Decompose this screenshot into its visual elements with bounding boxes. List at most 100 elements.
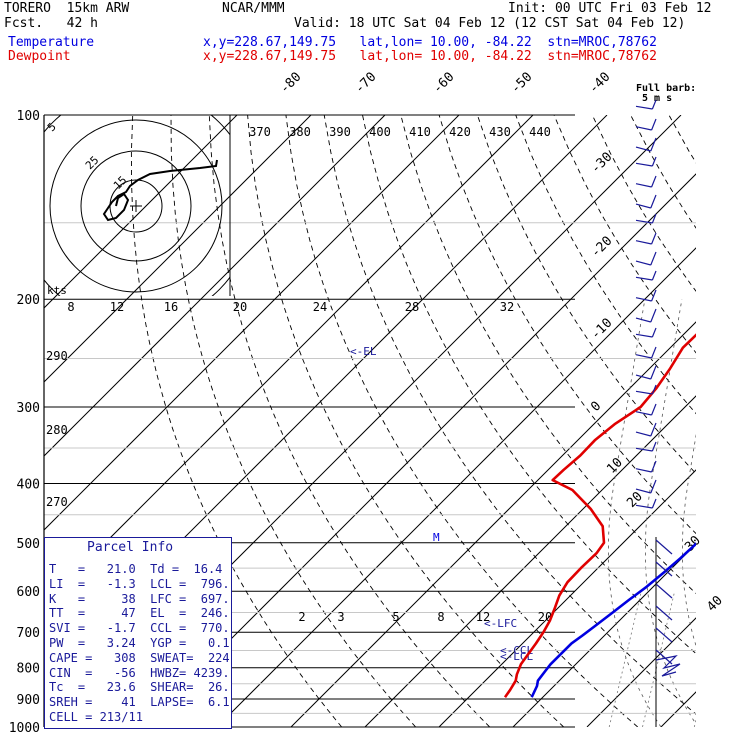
dry-adiabat-line	[515, 115, 696, 415]
wind-barb	[635, 203, 651, 209]
pressure-label: 600	[17, 585, 40, 600]
moist-adiabat-line	[645, 299, 696, 725]
wind-barb	[650, 137, 657, 152]
moist-adiabat-line	[608, 299, 662, 727]
hodograph-speed-label: 28	[405, 300, 419, 314]
valid-time: Valid: 18 UTC Sat 04 Feb 12 (12 CST Sat …	[294, 16, 686, 31]
parcel-info-row: CELL = 213/11	[49, 710, 143, 724]
wind-barb	[651, 460, 657, 473]
wind-barb	[651, 156, 657, 167]
wind-barb	[651, 327, 657, 338]
isotherm-line	[44, 115, 312, 383]
wind-barb	[651, 384, 657, 395]
parcel-info-row: K = 38 LFC = 697.	[49, 591, 230, 606]
wind-barb	[635, 374, 651, 380]
isotherm-label: -10	[588, 316, 615, 343]
wind-barb	[651, 270, 657, 281]
parcel-info-title: Parcel Info	[87, 540, 174, 555]
wind-barb	[635, 240, 652, 245]
isotherm-label: 30	[682, 533, 704, 555]
isotherm-line	[44, 115, 238, 309]
mixing-ratio-label: 8	[437, 610, 444, 624]
hodograph-trace	[102, 159, 218, 222]
temperature-legend: Temperature	[8, 35, 95, 50]
theta-label: 410	[409, 125, 431, 139]
hodograph-unit-label: kts	[47, 284, 67, 297]
isotherm-label: 0	[588, 399, 604, 415]
isotherm-label: 40	[704, 593, 726, 615]
pressure-label: 800	[17, 662, 40, 677]
wind-barb	[635, 431, 651, 437]
isotherm-line	[216, 247, 696, 727]
isotherm-line	[364, 395, 696, 727]
pressure-label: 100	[17, 109, 40, 124]
hodograph-ring	[80, 150, 192, 262]
wind-barb	[651, 498, 657, 509]
wind-barb	[650, 251, 657, 266]
parcel-info-row: Tc = 23.6 SHEAR= 26.	[49, 680, 230, 695]
wind-barb	[635, 297, 652, 302]
wind-barb	[655, 649, 673, 665]
forecast-hour: Fcst. 42 h	[4, 16, 98, 31]
wind-barb-label: Full barb:	[636, 83, 697, 94]
temperature-location: x,y=228.67,149.75 lat,lon= 10.00, -84.22…	[203, 35, 657, 50]
wind-barb	[635, 390, 653, 395]
isotherm-label: 20	[624, 489, 646, 511]
wind-barb	[651, 346, 657, 359]
theta-label: 380	[289, 125, 311, 139]
wind-barb	[651, 232, 657, 245]
hodograph-speed-label: 32	[500, 300, 514, 314]
wind-barb	[635, 411, 652, 416]
isotherm-line	[44, 115, 460, 531]
wind-barb-cluster	[655, 655, 681, 677]
wind-barb	[635, 105, 653, 110]
pressure-label: 500	[17, 537, 40, 552]
dry-adiabat-line	[591, 115, 696, 292]
annotation-label: <-LFC	[484, 617, 517, 630]
wind-barb	[650, 308, 657, 323]
parcel-info-row: PW = 3.24 YGP = 0.1	[49, 636, 230, 650]
temperature-line	[530, 542, 696, 698]
wind-barb	[635, 126, 652, 131]
isotherm-line	[735, 115, 740, 727]
wind-barb	[651, 213, 657, 224]
isotherm-line	[438, 469, 696, 727]
model-title: TORERO 15km ARW	[4, 1, 130, 16]
wind-barb	[635, 260, 651, 266]
wind-barb	[635, 333, 653, 338]
wind-barb	[635, 162, 653, 167]
theta-label: 370	[249, 125, 271, 139]
dewpoint-location: x,y=228.67,149.75 lat,lon= 10.00, -84.22…	[203, 49, 657, 64]
parcel-info-row: CAPE = 308 SWEAT= 224	[49, 650, 230, 665]
wind-barb	[635, 219, 653, 224]
wind-barb	[635, 504, 653, 509]
dry-adiabat-label: 280	[46, 423, 68, 437]
wind-barb	[650, 422, 657, 437]
isotherm-line	[586, 617, 696, 727]
pressure-label: 300	[17, 401, 40, 416]
parcel-info-row: CIN = -56 HWBZ= 4239.	[49, 665, 230, 680]
isotherm-label: 10	[604, 455, 626, 477]
wind-barb	[655, 605, 673, 621]
parcel-info-row: TT = 47 EL = 246.	[49, 606, 230, 621]
wind-barb	[635, 146, 651, 152]
wind-barb	[635, 276, 653, 281]
wind-barb	[650, 479, 657, 494]
dry-adiabat-line	[208, 115, 491, 727]
hodograph-ring	[49, 119, 223, 293]
isotherm-label: -50	[508, 70, 535, 97]
dewpoint-legend: Dewpoint	[8, 49, 71, 64]
wind-barb	[655, 583, 673, 599]
pressure-label: 700	[17, 626, 40, 641]
theta-label: 440	[529, 125, 551, 139]
pressure-label: 200	[17, 293, 40, 308]
dewpoint-line	[503, 333, 696, 698]
mixing-ratio-label: 3	[337, 610, 344, 624]
hodograph-speed-label: 8	[67, 300, 74, 314]
mixing-ratio-label: 12	[476, 610, 490, 624]
isotherm-label: -60	[430, 70, 457, 97]
mixing-ratio-line	[642, 591, 676, 727]
annotation-label: <-EL	[350, 345, 377, 358]
parcel-info-row: SVI = -1.7 CCL = 770.	[49, 621, 230, 636]
